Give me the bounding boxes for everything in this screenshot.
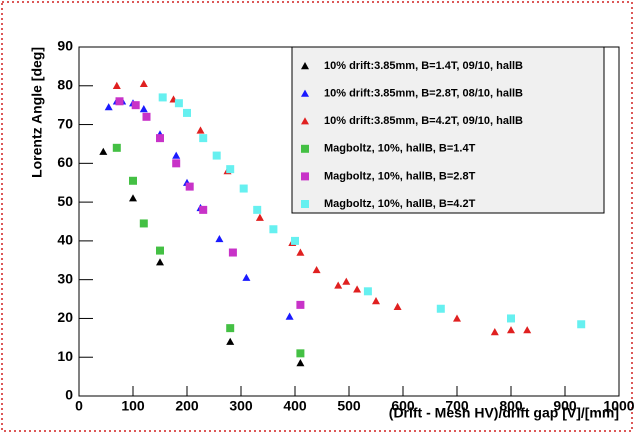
data-point [158, 93, 167, 102]
data-point [172, 151, 181, 159]
data-point [334, 281, 343, 289]
data-point [226, 337, 235, 345]
data-point [129, 194, 137, 202]
data-point [393, 302, 402, 311]
legend-label: Magboltz, 10%, hallB, B=2.8T [324, 170, 476, 182]
data-point [212, 151, 221, 160]
data-point [296, 359, 305, 367]
data-point [255, 213, 264, 221]
data-point [363, 287, 372, 296]
data-point [156, 258, 164, 266]
data-point [296, 300, 305, 309]
x-tick-label: 0 [75, 398, 83, 414]
data-point [253, 205, 262, 214]
data-point [342, 277, 351, 285]
data-point [291, 236, 299, 245]
data-point [139, 219, 148, 228]
data-point [99, 147, 108, 155]
legend-marker [301, 117, 309, 125]
data-point [372, 296, 380, 305]
y-tick-label: 50 [57, 193, 73, 209]
data-point [131, 101, 140, 110]
data-point [239, 184, 248, 193]
legend-marker [301, 200, 309, 208]
x-tick-label: 300 [229, 398, 253, 414]
data-point [269, 225, 278, 234]
data-point [242, 273, 251, 281]
data-point [296, 349, 305, 358]
data-point [139, 79, 148, 88]
legend-label: 10% drift:3.85mm, B=1.4T, 09/10, hallB [324, 60, 523, 72]
data-point [112, 81, 121, 89]
x-tick-label: 800 [499, 398, 523, 414]
data-point [172, 159, 181, 168]
data-point [436, 304, 445, 313]
y-axis-title: Lorentz Angle [deg] [29, 47, 45, 178]
y-tick-label: 60 [57, 154, 73, 170]
legend-label: 10% drift:3.85mm, B=4.2T, 09/10, hallB [324, 115, 523, 127]
y-tick-label: 20 [57, 309, 73, 325]
data-point [129, 176, 137, 185]
x-tick-label: 700 [445, 398, 469, 414]
data-point [199, 134, 208, 143]
x-axis-title: (Drift - Mesh HV)/drift gap [V]/[mm] [389, 405, 619, 421]
data-point [196, 126, 205, 134]
data-point [183, 108, 191, 117]
data-point [156, 134, 164, 143]
legend-marker [301, 144, 309, 153]
data-point [215, 234, 224, 243]
legend-marker [301, 172, 309, 181]
data-point [490, 328, 499, 336]
data-point [174, 99, 183, 108]
y-tick-label: 10 [57, 348, 73, 364]
x-tick-label: 1000 [603, 398, 634, 414]
y-tick-label: 30 [57, 270, 73, 286]
legend-marker [301, 89, 309, 97]
data-point [139, 105, 148, 113]
data-point [296, 248, 305, 256]
legend-label: Magboltz, 10%, hallB, B=4.2T [324, 198, 476, 210]
data-point [199, 205, 208, 214]
data-point [226, 165, 235, 174]
data-point [104, 103, 113, 111]
x-tick-label: 600 [391, 398, 415, 414]
data-point [226, 324, 235, 333]
data-point [115, 97, 124, 106]
legend-label: 10% drift:3.85mm, B=2.8T, 08/10, hallB [324, 88, 523, 100]
legend-marker [301, 62, 309, 70]
data-point [185, 182, 194, 191]
data-point [507, 314, 515, 323]
data-point [312, 265, 321, 274]
x-tick-label: 100 [121, 398, 145, 414]
x-tick-label: 400 [283, 398, 307, 414]
y-tick-label: 70 [57, 115, 73, 131]
data-point [507, 326, 515, 334]
y-tick-label: 80 [57, 76, 73, 92]
data-point [142, 112, 151, 121]
y-tick-label: 90 [57, 38, 73, 54]
legend-label: Magboltz, 10%, hallB, B=1.4T [324, 143, 476, 155]
x-tick-label: 900 [553, 398, 577, 414]
legend-box [291, 46, 605, 214]
data-point [112, 143, 121, 152]
data-point [353, 285, 362, 293]
data-point [453, 314, 461, 322]
data-point [523, 326, 532, 334]
x-tick-label: 200 [175, 398, 199, 414]
data-point [156, 246, 164, 255]
y-tick-label: 0 [65, 387, 73, 403]
data-point [228, 248, 237, 257]
x-tick-label: 500 [337, 398, 361, 414]
y-tick-label: 40 [57, 232, 73, 248]
data-point [577, 320, 586, 329]
data-point [285, 312, 294, 320]
